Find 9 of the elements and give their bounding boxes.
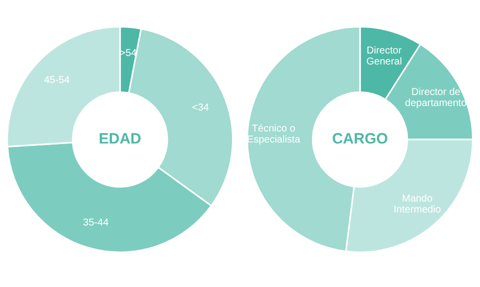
slice-label: Técnico o Especialista <box>246 123 301 146</box>
text: CARGO <box>332 130 388 148</box>
slice-label: 45-54 <box>44 74 70 86</box>
slice-label: 35-44 <box>83 217 110 228</box>
slice-label: <34 <box>192 102 210 114</box>
slice-label: Mando Intermedio <box>394 194 442 216</box>
text: EDAD <box>98 130 142 148</box>
slice-label: Director de departamento <box>405 87 468 110</box>
slice-label: Director General <box>366 46 402 68</box>
